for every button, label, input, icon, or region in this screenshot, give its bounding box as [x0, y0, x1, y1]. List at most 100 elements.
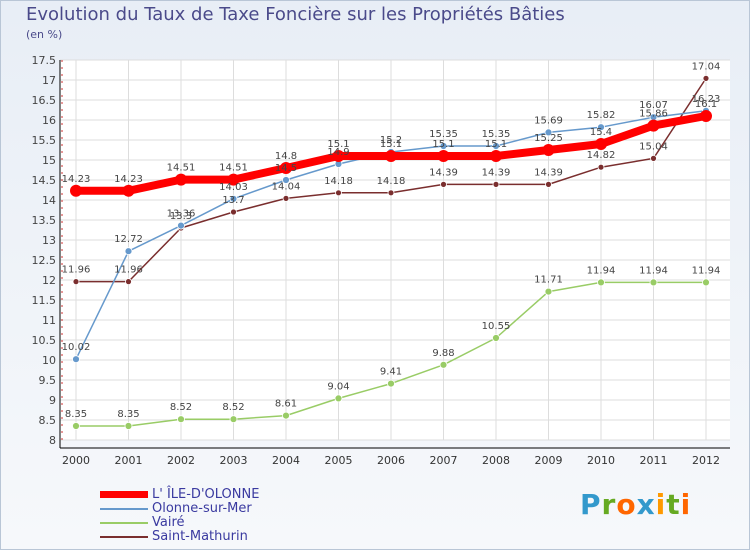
data-label: 10.55: [482, 321, 511, 332]
data-point: [647, 119, 660, 132]
data-label: 11.94: [587, 265, 616, 276]
y-tick-label: 14.5: [32, 174, 57, 187]
data-point: [700, 110, 712, 122]
data-point: [597, 163, 605, 171]
data-label: 13.7: [222, 195, 244, 206]
y-tick-label: 12.5: [32, 254, 57, 267]
y-tick-label: 10: [42, 354, 56, 367]
data-point: [492, 180, 500, 188]
legend-item-ile-d-olonne: L' ÎLE-D'OLONNE: [100, 488, 259, 502]
data-point: [280, 162, 292, 174]
data-label: 15.86: [639, 109, 668, 120]
data-label: 11.71: [534, 275, 563, 286]
data-label: 11.96: [62, 265, 91, 276]
legend-label: Saint-Mathurin: [152, 529, 248, 544]
x-tick-label: 2001: [115, 454, 143, 467]
data-label: 14.23: [114, 174, 143, 185]
data-point: [702, 278, 710, 287]
data-label: 9.88: [432, 348, 454, 359]
y-tick-label: 13.5: [32, 214, 57, 227]
x-tick-label: 2011: [640, 454, 668, 467]
data-point: [177, 415, 185, 424]
data-point: [440, 180, 447, 188]
data-label: 15.1: [432, 139, 454, 150]
data-label: 13.36: [167, 209, 196, 220]
data-point: [334, 394, 343, 403]
x-tick-label: 2005: [325, 454, 353, 467]
data-label: 9.04: [327, 381, 349, 392]
data-label: 10.02: [62, 342, 91, 353]
data-label: 14.18: [324, 176, 353, 187]
data-label: 14.9: [327, 147, 349, 158]
data-label: 15.69: [534, 115, 563, 126]
x-tick-label: 2007: [430, 454, 458, 467]
logo-letter: r: [601, 488, 617, 521]
x-tick-label: 2002: [167, 454, 195, 467]
logo-letter: P: [580, 488, 602, 521]
proxiti-logo: Proxiti: [580, 488, 691, 521]
x-tick-label: 2003: [220, 454, 248, 467]
logo-letter: i: [655, 488, 667, 521]
data-label: 15.1: [327, 139, 349, 150]
data-label: 15.82: [587, 110, 616, 121]
data-label: 16.1: [695, 99, 717, 110]
data-label: 8.52: [222, 402, 244, 413]
data-point: [282, 411, 290, 420]
x-tick-label: 2006: [377, 454, 405, 467]
y-tick-label: 14: [42, 194, 56, 207]
data-label: 15.1: [380, 139, 402, 150]
y-tick-label: 11.5: [32, 294, 57, 307]
data-point: [492, 334, 500, 342]
data-point: [332, 150, 345, 162]
data-point: [177, 221, 185, 230]
x-tick-label: 2009: [535, 454, 563, 467]
y-tick-label: 12: [42, 274, 56, 287]
data-point: [124, 247, 133, 256]
data-point: [72, 422, 80, 430]
data-label: 15.1: [485, 139, 507, 150]
data-label: 14.51: [219, 163, 248, 174]
data-label: 15.35: [429, 129, 458, 140]
data-label: 15.25: [534, 133, 563, 144]
data-point: [439, 142, 448, 150]
data-label: 16.07: [639, 100, 668, 111]
data-label: 8.61: [275, 399, 297, 410]
data-label: 14.5: [275, 163, 297, 174]
chart-title: Evolution du Taux de Taxe Foncière sur l…: [26, 4, 565, 25]
data-label: 14.82: [587, 150, 616, 161]
data-label: 8.35: [117, 409, 139, 420]
x-tick-label: 2000: [62, 454, 90, 467]
data-point: [387, 189, 395, 197]
data-point: [490, 150, 502, 162]
y-tick-label: 9: [49, 394, 56, 407]
data-point: [649, 278, 658, 287]
legend-item-vaire: Vairé: [100, 516, 185, 530]
legend-swatch-ile-d-olonne: [100, 491, 148, 498]
data-label: 8.52: [170, 402, 192, 413]
data-point: [492, 142, 500, 150]
y-tick-label: 16.5: [32, 94, 57, 107]
data-point: [122, 184, 135, 197]
data-label: 11.96: [114, 265, 143, 276]
y-tick-label: 15: [42, 154, 56, 167]
data-label: 14.8: [275, 151, 297, 162]
legend-swatch-vaire: [100, 521, 148, 524]
data-label: 14.39: [534, 167, 563, 178]
data-label: 8.35: [65, 409, 87, 420]
data-label: 14.39: [429, 167, 458, 178]
y-tick-label: 17: [42, 74, 56, 87]
legend-item-saint-mathurin: Saint-Mathurin: [100, 530, 248, 544]
legend-label: L' ÎLE-D'OLONNE: [152, 487, 260, 502]
data-point: [650, 154, 657, 162]
legend-label: Olonne-sur-Mer: [152, 501, 252, 516]
data-point: [70, 184, 82, 197]
data-label: 14.04: [272, 181, 301, 192]
data-label: 15.4: [590, 127, 612, 138]
y-tick-label: 10.5: [32, 334, 57, 347]
data-point: [439, 360, 448, 369]
data-label: 14.39: [482, 167, 511, 178]
data-point: [229, 415, 238, 424]
data-point: [437, 150, 450, 162]
data-label: 9.41: [380, 367, 402, 378]
